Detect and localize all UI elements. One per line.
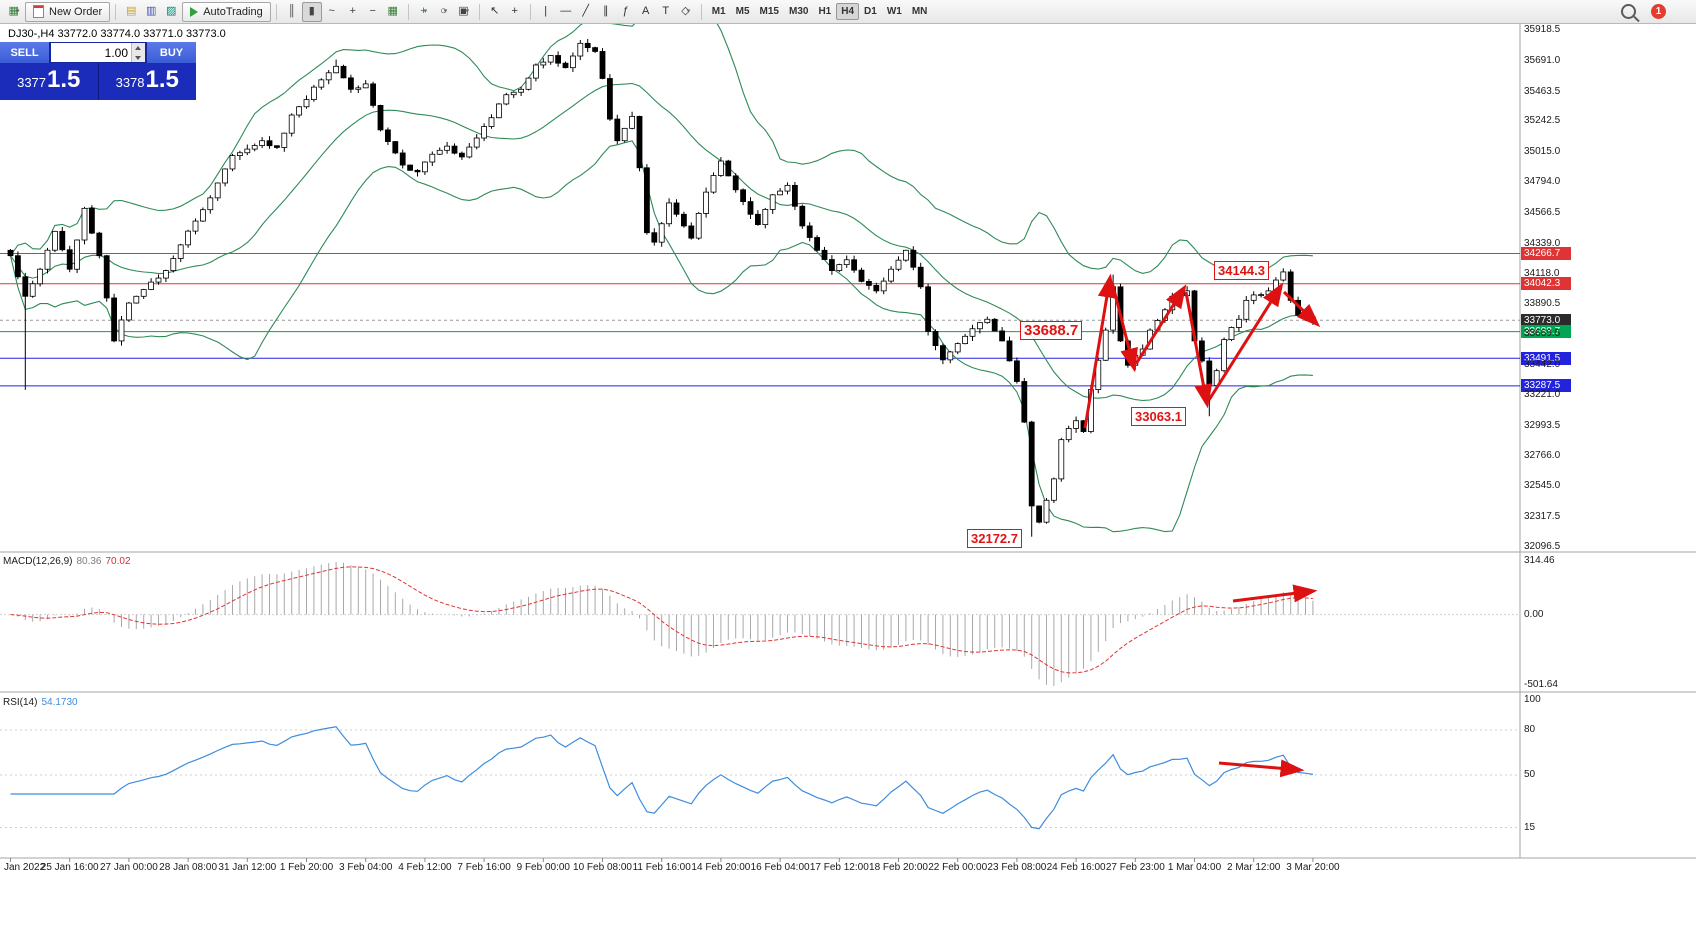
candlestick-chart-icon[interactable]: ▮ xyxy=(301,1,322,22)
trend-arrows[interactable] xyxy=(1083,273,1321,778)
macd-signal-value: 70.02 xyxy=(105,556,131,567)
navigator-icon[interactable]: ▨ xyxy=(165,5,177,17)
timeframe-D1[interactable]: D1 xyxy=(864,6,877,17)
macd-signal-line xyxy=(10,566,1313,674)
chevron-down-icon: ▾ xyxy=(443,8,448,15)
volume-value: 1.00 xyxy=(104,45,128,60)
macd-main-value: 80.36 xyxy=(76,556,102,567)
market-watch-icon[interactable]: ▤ xyxy=(125,5,137,17)
macd-label: MACD(12,26,9) 80.36 70.02 xyxy=(3,556,131,567)
horizontal-levels xyxy=(0,252,1520,387)
toolbar-group-cursor: ↖ + xyxy=(485,2,525,22)
tile-windows-icon[interactable]: ▦ xyxy=(387,5,398,17)
candles-layer xyxy=(7,38,1316,537)
autotrading-label: AutoTrading xyxy=(203,5,263,18)
macd-histogram xyxy=(17,562,1314,686)
volume-stepper[interactable] xyxy=(131,43,145,62)
volume-field[interactable]: 1.00 xyxy=(50,42,146,63)
buy-button[interactable]: BUY xyxy=(147,42,196,63)
rsi-label: RSI(14) 54.1730 xyxy=(3,697,78,708)
rsi-name: RSI(14) xyxy=(3,697,38,708)
periods-icon[interactable]: ○ ▾ xyxy=(440,5,448,17)
timeframe-group: M1 M5 M15 M30 H1 H4 D1 W1 MN xyxy=(707,3,933,20)
vertical-line-icon[interactable]: | xyxy=(544,5,548,17)
zoom-out-icon[interactable]: − xyxy=(369,5,376,17)
indicators-icon[interactable]: + ▾ xyxy=(420,5,428,17)
toolbar-separator xyxy=(700,3,702,20)
panel-borders xyxy=(0,24,1696,859)
timeframe-H1[interactable]: H1 xyxy=(818,6,832,17)
shapes-icon[interactable]: ◇ ▾ xyxy=(681,5,691,17)
toolbar-separator xyxy=(275,3,277,20)
toolbar-group-charts: ▦ ▾ xyxy=(4,2,24,22)
time-axis-ticks xyxy=(10,858,1314,862)
trendline-icon[interactable]: ╱ xyxy=(582,5,590,17)
ohlc-readout: DJ30-,H4 33772.0 33774.0 33771.0 33773.0 xyxy=(8,28,226,40)
toolbar-group-objects: | — ╱ ∥ ƒ A T ◇ ▾ xyxy=(536,2,696,22)
toolbar-group-chart-mode: ║ ▮ ~ xyxy=(282,1,342,22)
new-order-icon xyxy=(33,5,44,18)
toolbar-group-zoom: + − ▦ xyxy=(343,2,403,22)
chevron-down-icon: ▾ xyxy=(686,8,691,15)
buy-price[interactable]: 3378 1.5 xyxy=(98,63,196,100)
one-click-trading-widget: SELL 1.00 BUY 3377 1.5 3378 1.5 xyxy=(0,42,196,100)
autotrading-play-icon xyxy=(190,6,199,17)
toolbar-separator xyxy=(478,3,480,20)
chevron-down-icon: ▾ xyxy=(465,8,470,15)
toolbar: ▦ ▾ New Order ▤ ▥ ▨ AutoTrading ║ ▮ ~ + − ▦ + ▾ ○… xyxy=(0,0,1696,24)
toolbar-group-indicators: + ▾ ○ ▾ ▣ ▾ xyxy=(414,2,474,22)
chevron-down-icon: ▾ xyxy=(15,8,20,15)
channel-icon[interactable]: ∥ xyxy=(602,5,609,17)
volume-down-icon[interactable] xyxy=(132,52,145,62)
buy-price-big: 1.5 xyxy=(145,66,179,93)
rsi-value: 54.1730 xyxy=(41,697,78,708)
label-icon[interactable]: T xyxy=(662,5,670,17)
timeframe-M30[interactable]: M30 xyxy=(788,6,809,17)
volume-up-icon[interactable] xyxy=(132,43,145,53)
autotrading-button[interactable]: AutoTrading xyxy=(182,1,271,22)
timeframe-H4[interactable]: H4 xyxy=(836,3,860,20)
timeframe-W1[interactable]: W1 xyxy=(886,6,902,17)
horizontal-line-icon[interactable]: — xyxy=(560,5,572,17)
line-chart-icon[interactable]: ~ xyxy=(328,5,335,17)
sell-price-big: 1.5 xyxy=(47,66,81,93)
toolbar-group-panels: ▤ ▥ ▨ xyxy=(121,2,181,22)
crosshair-icon[interactable]: + xyxy=(511,5,518,17)
bar-chart-icon[interactable]: ║ xyxy=(287,5,296,17)
sell-price-small: 3377 xyxy=(17,75,47,90)
bollinger-bands xyxy=(9,0,1313,533)
rsi-levels xyxy=(0,729,1520,828)
timeframe-MN[interactable]: MN xyxy=(911,6,928,17)
timeframe-M5[interactable]: M5 xyxy=(735,6,750,17)
zoom-in-icon[interactable]: + xyxy=(349,5,356,17)
search-icon[interactable] xyxy=(1621,4,1636,19)
toolbar-separator xyxy=(115,3,117,20)
buy-price-small: 3378 xyxy=(115,75,145,90)
templates-icon[interactable]: ▣ ▾ xyxy=(458,5,470,17)
notification-badge[interactable]: 1 xyxy=(1651,4,1666,19)
timeframe-M15[interactable]: M15 xyxy=(759,6,779,17)
timeframe-M1[interactable]: M1 xyxy=(711,6,726,17)
new-order-label: New Order xyxy=(49,5,103,18)
toolbar-separator xyxy=(529,3,531,20)
fibonacci-icon[interactable]: ƒ xyxy=(622,5,629,17)
new-chart-icon[interactable]: ▦ ▾ xyxy=(8,5,20,17)
new-order-button[interactable]: New Order xyxy=(25,1,111,22)
toolbar-separator xyxy=(407,3,409,20)
sell-button[interactable]: SELL xyxy=(0,42,49,63)
macd-name: MACD(12,26,9) xyxy=(3,556,73,567)
rsi-line xyxy=(10,726,1313,830)
cursor-icon[interactable]: ↖ xyxy=(490,5,500,17)
text-icon[interactable]: A xyxy=(642,5,650,17)
chevron-down-icon: ▾ xyxy=(423,8,428,15)
data-window-icon[interactable]: ▥ xyxy=(145,5,157,17)
sell-price[interactable]: 3377 1.5 xyxy=(0,63,98,100)
